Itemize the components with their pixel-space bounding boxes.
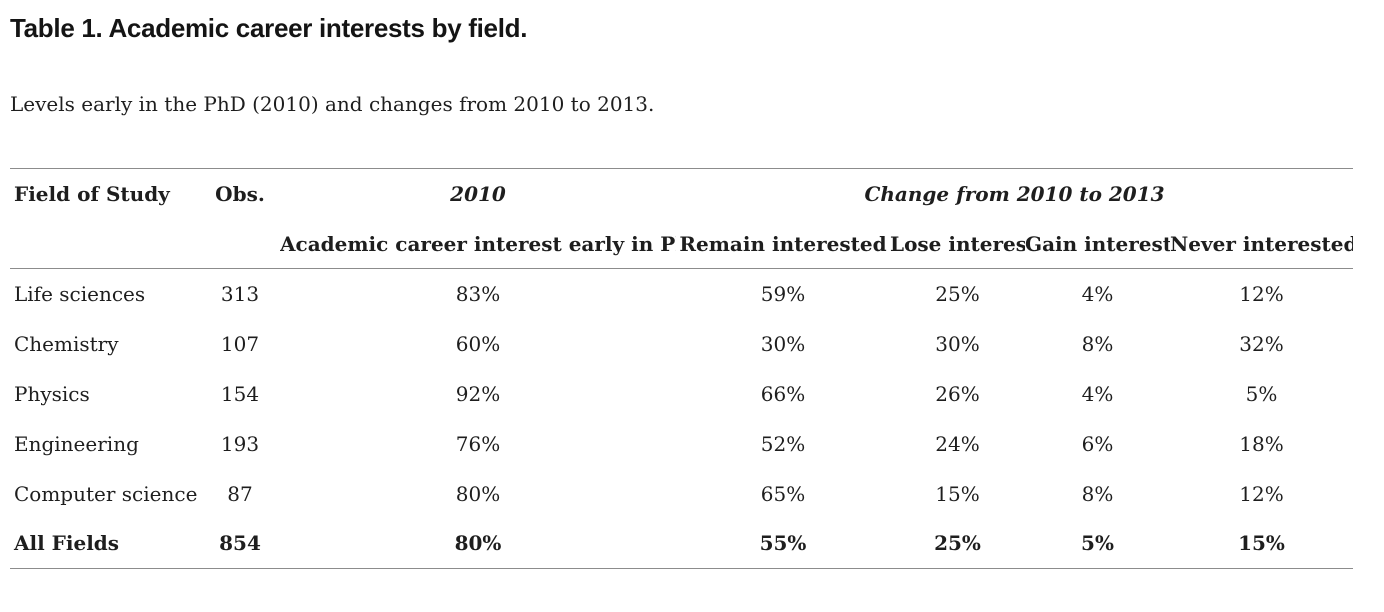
field-cell: Engineering: [14, 431, 139, 456]
table-row-physics: Physics 154 92% 66% 26% 4% 5%: [10, 369, 1353, 419]
never-cell: 18%: [1239, 431, 1284, 456]
never-cell: 32%: [1239, 331, 1284, 356]
gain-cell: 4%: [1081, 381, 1114, 406]
obs-cell: 193: [220, 431, 260, 456]
lose-cell: 26%: [935, 381, 980, 406]
gain-cell: 6%: [1081, 431, 1114, 456]
academic-cell: 83%: [455, 281, 501, 306]
table-row-computer-science: Computer science 87 80% 65% 15% 8% 12%: [10, 469, 1353, 519]
academic-cell: 92%: [455, 381, 501, 406]
table-title: Table 1. Academic career interests by fi…: [10, 13, 528, 43]
never-cell: 5%: [1245, 381, 1278, 406]
remain-cell: 66%: [760, 381, 806, 406]
column-header-gain-interest: Gain interest: [1025, 231, 1170, 256]
lose-cell: 30%: [935, 331, 980, 356]
lose-cell: 25%: [935, 281, 980, 306]
academic-cell: 76%: [455, 431, 501, 456]
academic-cell: 60%: [455, 331, 501, 356]
remain-cell: 65%: [760, 481, 806, 506]
column-header-academic-interest: Academic career interest early in PhD: [280, 231, 676, 256]
column-header-field-of-study: Field of Study: [14, 182, 170, 207]
obs-cell: 313: [220, 281, 260, 306]
field-cell: Physics: [14, 381, 90, 406]
never-cell: 12%: [1239, 481, 1284, 506]
lose-cell: 24%: [935, 431, 980, 456]
field-cell: All Fields: [14, 531, 120, 556]
academic-cell: 80%: [454, 531, 502, 556]
header-spacer-field: [10, 220, 200, 269]
header-group-row: Field of Study Obs. 2010 Change from 201…: [10, 169, 1353, 220]
gain-cell: 5%: [1081, 531, 1114, 556]
table-subtitle: Levels early in the PhD (2010) and chang…: [10, 92, 655, 116]
lose-cell: 25%: [934, 531, 981, 556]
group-header-2010: 2010: [450, 182, 506, 207]
column-header-obs: Obs.: [215, 182, 265, 207]
never-cell: 15%: [1238, 531, 1285, 556]
career-interests-table: Field of Study Obs. 2010 Change from 201…: [10, 168, 1354, 569]
remain-cell: 52%: [760, 431, 806, 456]
gain-cell: 8%: [1081, 331, 1114, 356]
article-page: Table 1. Academic career interests by fi…: [10, 13, 1354, 569]
table-row-all-fields: All Fields 854 80% 55% 25% 5% 15%: [10, 519, 1353, 569]
lose-cell: 15%: [935, 481, 980, 506]
obs-cell: 854: [219, 531, 261, 556]
remain-cell: 59%: [760, 281, 806, 306]
field-cell: Computer science: [14, 481, 198, 506]
field-cell: Life sciences: [14, 281, 146, 306]
obs-cell: 87: [227, 481, 253, 506]
obs-cell: 107: [220, 331, 260, 356]
column-header-lose-interest: Lose interest: [890, 231, 1025, 256]
header-column-row: Academic career interest early in PhD Re…: [10, 220, 1353, 269]
table-row-chemistry: Chemistry 107 60% 30% 30% 8% 32%: [10, 319, 1353, 369]
table-row-life-sciences: Life sciences 313 83% 59% 25% 4% 12%: [10, 269, 1353, 319]
field-cell: Chemistry: [14, 331, 119, 356]
column-header-never-interested: Never interested: [1170, 231, 1354, 256]
obs-cell: 154: [220, 381, 260, 406]
group-header-change-2010-2013: Change from 2010 to 2013: [864, 182, 1165, 207]
header-spacer-obs: [200, 220, 280, 269]
remain-cell: 55%: [759, 531, 807, 556]
remain-cell: 30%: [760, 331, 806, 356]
column-header-remain-interested: Remain interested: [679, 231, 887, 256]
gain-cell: 8%: [1081, 481, 1114, 506]
table-row-engineering: Engineering 193 76% 52% 24% 6% 18%: [10, 419, 1353, 469]
gain-cell: 4%: [1081, 281, 1114, 306]
academic-cell: 80%: [455, 481, 501, 506]
never-cell: 12%: [1239, 281, 1284, 306]
